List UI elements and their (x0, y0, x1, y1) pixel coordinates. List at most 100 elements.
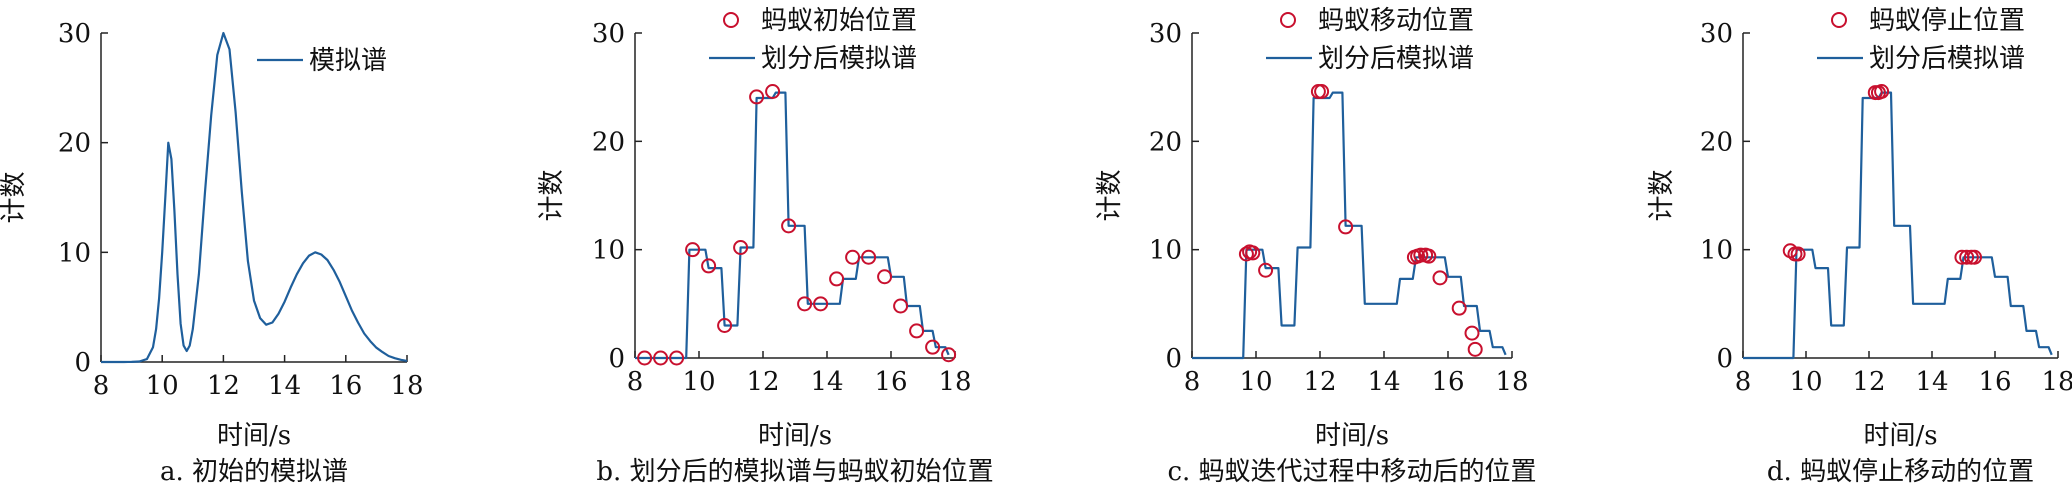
legend-marker-icon (1280, 12, 1296, 28)
ant-marker (893, 298, 909, 314)
ant-marker (1238, 246, 1254, 262)
step-spectrum-line (635, 91, 950, 360)
y-tick-label: 10 (1700, 236, 1733, 266)
ant-marker (813, 296, 829, 312)
legend-label: 划分后模拟谱 (1318, 44, 1474, 74)
legend-marker-icon (723, 12, 739, 28)
x-tick-label: 8 (93, 371, 110, 401)
legend-entry: 划分后模拟谱 (709, 44, 917, 74)
ant-marker (701, 258, 717, 274)
y-tick-label: 20 (1149, 127, 1182, 157)
y-tick-label: 0 (74, 348, 91, 378)
spectrum-line (101, 31, 408, 364)
y-tick-label: 30 (1700, 19, 1733, 49)
x-tick-label: 14 (1915, 367, 1948, 397)
x-axis-title: 时间/s (758, 421, 832, 451)
legend-marker-icon (1831, 12, 1847, 28)
x-tick-label: 18 (390, 371, 423, 401)
panel-c: 0 10 20 30 8 10 12 14 16 18 时间/s 计数 c. 蚂蚁迭代过程中移动后的位置… (1095, 6, 1537, 487)
legend-entry: 蚂蚁停止位置 (1831, 6, 2025, 36)
y-axis-title: 计数 (1647, 169, 1677, 221)
ant-marker (1464, 325, 1480, 341)
ant-marker (1874, 84, 1890, 99)
ant-marker (861, 249, 877, 265)
ant-marker (717, 318, 733, 333)
x-tick-label: 12 (1852, 367, 1885, 397)
ant-marker (781, 218, 797, 234)
x-tick-label: 8 (1184, 367, 1201, 397)
ant-marker (637, 350, 653, 366)
x-tick-label: 12 (1303, 367, 1336, 397)
ant-marker (1421, 248, 1437, 264)
panel-a: 0 10 20 30 8 10 12 14 16 18 时间/s 计数 a. 初始的模拟谱 模拟谱 (0, 19, 424, 487)
ant-marker (1314, 84, 1330, 99)
y-tick-label: 30 (1149, 19, 1182, 49)
legend-label: 划分后模拟谱 (761, 44, 917, 74)
y-tick-label: 20 (58, 129, 91, 159)
x-tick-label: 12 (207, 371, 240, 401)
y-axis-title: 计数 (0, 171, 29, 223)
x-tick-label: 10 (682, 367, 715, 397)
ant-marker (1258, 262, 1274, 278)
y-axis-title: 计数 (1095, 169, 1125, 221)
y-axis-title: 计数 (537, 169, 567, 221)
panel-d: 0 10 20 30 8 10 12 14 16 18 时间/s 计数 d. 蚂蚁停止移动的位置 蚂蚁停止… (1647, 6, 2072, 487)
ant-marker (1467, 341, 1483, 357)
y-tick-label: 20 (592, 127, 625, 157)
ant-marker (749, 89, 765, 105)
step-spectrum-line (1192, 91, 1507, 360)
legend-entry: 划分后模拟谱 (1266, 44, 1474, 74)
x-tick-label: 18 (2041, 367, 2072, 397)
legend-entry: 模拟谱 (257, 46, 387, 76)
legend-entry: 划分后模拟谱 (1817, 44, 2025, 74)
x-axis-title: 时间/s (1315, 421, 1389, 451)
ant-marker (1959, 249, 1975, 265)
ant-marker (797, 296, 813, 312)
ant-marker (925, 339, 941, 355)
x-tick-label: 14 (1367, 367, 1400, 397)
x-tick-label: 8 (627, 367, 644, 397)
ant-marker (829, 271, 845, 287)
legend-entry: 蚂蚁初始位置 (723, 6, 917, 36)
ant-marker (685, 242, 701, 258)
x-tick-label: 18 (938, 367, 971, 397)
y-tick-label: 30 (58, 19, 91, 49)
ant-marker (733, 240, 749, 255)
ant-marker (1338, 219, 1354, 235)
x-tick-label: 16 (1978, 367, 2011, 397)
x-tick-label: 14 (268, 371, 301, 401)
ant-marker (765, 84, 781, 99)
y-tick-label: 0 (1716, 344, 1733, 374)
ant-marker (877, 269, 893, 285)
x-axis-title: 时间/s (1863, 421, 1937, 451)
x-tick-label: 10 (146, 371, 179, 401)
x-tick-label: 8 (1735, 367, 1752, 397)
x-tick-label: 10 (1789, 367, 1822, 397)
ant-marker (1451, 300, 1467, 316)
y-tick-label: 20 (1700, 127, 1733, 157)
ant-marker (909, 323, 925, 339)
ant-marker (1245, 245, 1261, 261)
x-tick-label: 16 (329, 371, 362, 401)
x-tick-label: 16 (1431, 367, 1464, 397)
legend-label: 蚂蚁初始位置 (761, 6, 917, 36)
y-tick-label: 10 (1149, 236, 1182, 266)
x-tick-label: 10 (1239, 367, 1272, 397)
y-tick-label: 0 (608, 344, 625, 374)
ant-marker (1413, 247, 1429, 263)
panel-caption: b. 划分后的模拟谱与蚂蚁初始位置 (596, 457, 993, 487)
y-tick-label: 10 (592, 236, 625, 266)
ant-marker (669, 350, 685, 366)
ant-marker (1967, 249, 1983, 265)
ant-marker (1790, 246, 1806, 262)
x-tick-label: 16 (874, 367, 907, 397)
legend-entry: 蚂蚁移动位置 (1280, 6, 1474, 36)
ant-marker (845, 249, 861, 265)
step-spectrum-line (1743, 91, 2053, 360)
legend-label: 蚂蚁停止位置 (1869, 6, 2025, 36)
ant-marker (1432, 270, 1448, 286)
legend-label: 划分后模拟谱 (1869, 44, 2025, 74)
y-tick-label: 0 (1165, 344, 1182, 374)
x-axis-title: 时间/s (217, 421, 291, 451)
